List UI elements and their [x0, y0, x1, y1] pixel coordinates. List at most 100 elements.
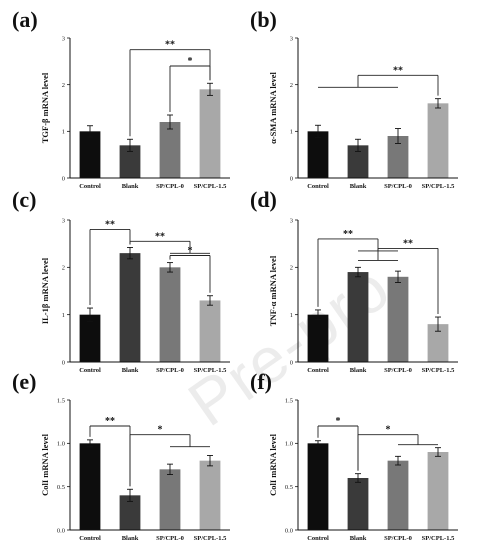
- significance-label: **: [105, 219, 115, 230]
- x-tick-label: Blank: [350, 367, 367, 374]
- panel-label: (a): [12, 7, 38, 32]
- error-bar: [167, 463, 173, 475]
- x-tick-label: Control: [79, 535, 101, 542]
- panel-label: (e): [12, 369, 36, 394]
- y-tick-label: 1.0: [285, 441, 293, 448]
- y-tick-label: 1.5: [57, 397, 65, 404]
- x-tick-label: SP/CPL-0: [384, 535, 412, 542]
- error-bar: [207, 455, 213, 467]
- y-tick-label: 3: [290, 217, 293, 224]
- y-tick-label: 1: [62, 129, 65, 136]
- y-tick-label: 0.0: [285, 527, 293, 534]
- bar: [199, 460, 221, 530]
- bar: [387, 460, 409, 530]
- error-bar: [355, 473, 361, 483]
- bar: [427, 103, 449, 178]
- significance-bracket: *: [169, 56, 211, 112]
- chart-panel-1: (a) TGF-β mRNA level 0 1 2 3 Control Blank SP/CP…: [12, 7, 230, 190]
- error-bar: [315, 309, 321, 320]
- bar: [159, 469, 181, 530]
- significance-label: *: [188, 246, 193, 257]
- y-tick-label: 0: [62, 175, 65, 182]
- panel-label: (c): [12, 187, 36, 212]
- x-tick-label: Control: [79, 367, 101, 374]
- significance-label: **: [155, 231, 165, 242]
- y-tick-label: 0: [290, 175, 293, 182]
- x-tick-label: Blank: [122, 535, 139, 542]
- y-tick-label: 3: [62, 217, 65, 224]
- significance-label: **: [343, 229, 353, 240]
- significance-bracket: **: [129, 231, 210, 254]
- bar: [387, 276, 409, 362]
- error-bar: [87, 125, 93, 138]
- significance-label: **: [165, 40, 175, 51]
- bar: [307, 314, 329, 362]
- y-tick-label: 1: [290, 129, 293, 136]
- error-bar: [395, 455, 401, 466]
- chart-panel-5: (e) ColI mRNA level 0.0 0.5 1.0 1.5 Control Bla…: [12, 369, 230, 542]
- error-bar: [207, 82, 213, 96]
- error-bar: [167, 262, 173, 273]
- x-tick-label: SP/CPL-0: [156, 535, 184, 542]
- y-axis-label: TNF-α mRNA level: [268, 255, 278, 326]
- significance-label: **: [393, 65, 403, 76]
- x-tick-label: SP/CPL-1.5: [194, 183, 227, 190]
- chart-panel-4: (d) TNF-α mRNA level 0 1 2 3 Control Blank SP/CP…: [250, 187, 458, 374]
- significance-label: **: [105, 416, 115, 427]
- y-tick-label: 0: [290, 359, 293, 366]
- error-bar: [435, 98, 441, 109]
- error-bar: [435, 447, 441, 457]
- x-tick-label: SP/CPL-0: [384, 183, 412, 190]
- y-tick-label: 1.0: [57, 441, 65, 448]
- x-tick-label: Control: [79, 183, 101, 190]
- chart-panel-3: (c) IL-1β mRNA level 0 1 2 3 Control Blank SP/CP…: [12, 187, 230, 374]
- error-bar: [87, 439, 93, 448]
- significance-bracket: *: [129, 425, 210, 487]
- y-axis-label: ColI mRNA level: [268, 433, 278, 495]
- error-bar: [87, 307, 93, 322]
- bar: [199, 89, 221, 178]
- significance-label: *: [158, 425, 163, 436]
- y-tick-label: 0.5: [57, 484, 65, 491]
- x-tick-label: SP/CPL-0: [156, 183, 184, 190]
- significance-label: *: [386, 425, 391, 436]
- bar: [347, 272, 369, 362]
- significance-bracket: **: [358, 238, 439, 315]
- x-tick-label: SP/CPL-1.5: [422, 367, 455, 374]
- x-tick-label: Blank: [350, 535, 367, 542]
- bar: [159, 267, 181, 362]
- bar: [387, 136, 409, 178]
- error-bar: [355, 138, 361, 152]
- y-axis-label: ColI mRNA level: [40, 433, 50, 495]
- y-tick-label: 3: [62, 35, 65, 42]
- error-bar: [127, 138, 133, 152]
- y-tick-label: 2: [290, 82, 293, 89]
- y-axis-label: IL-1β mRNA level: [40, 257, 50, 324]
- y-tick-label: 2: [62, 265, 65, 272]
- significance-bracket: **: [317, 229, 398, 307]
- bar: [427, 452, 449, 530]
- x-tick-label: SP/CPL-0: [156, 367, 184, 374]
- bar: [159, 122, 181, 178]
- error-bar: [435, 316, 441, 332]
- y-tick-label: 2: [290, 265, 293, 272]
- y-tick-label: 1: [62, 312, 65, 319]
- bar: [79, 131, 101, 178]
- bar: [119, 253, 141, 362]
- error-bar: [315, 124, 321, 138]
- panel-label: (f): [250, 369, 272, 394]
- bar: [199, 300, 221, 362]
- significance-label: **: [403, 238, 413, 249]
- bar: [119, 145, 141, 178]
- bar: [307, 443, 329, 530]
- error-bar: [395, 270, 401, 283]
- y-tick-label: 0.0: [57, 527, 65, 534]
- y-tick-label: 1.5: [285, 397, 293, 404]
- bar: [119, 495, 141, 530]
- y-tick-label: 3: [290, 35, 293, 42]
- x-tick-label: Blank: [122, 367, 139, 374]
- x-tick-label: Control: [307, 535, 329, 542]
- significance-label: *: [336, 416, 341, 427]
- significance-label: *: [188, 56, 193, 67]
